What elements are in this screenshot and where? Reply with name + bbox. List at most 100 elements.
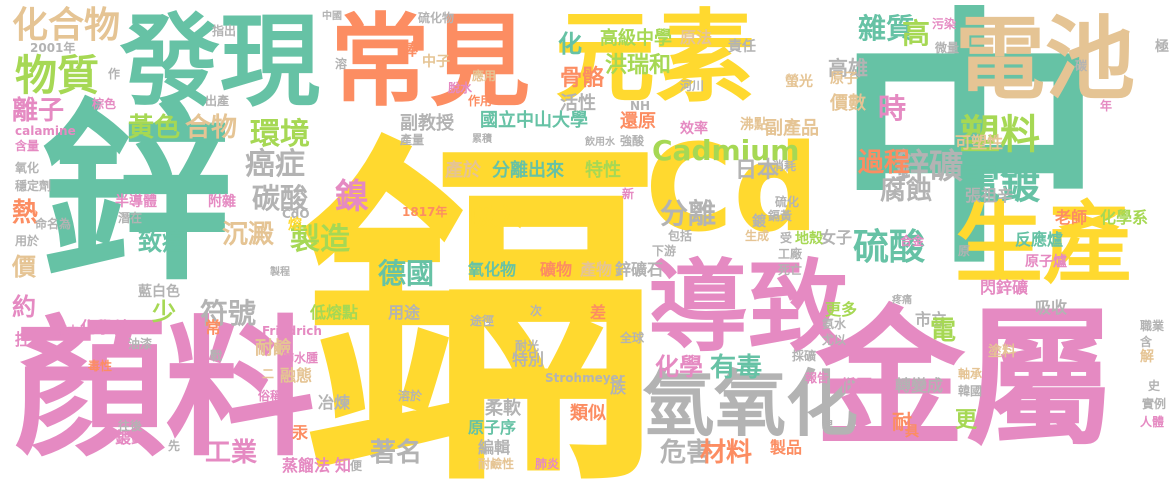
word: Strohmeyer [545, 371, 625, 385]
word: 副產品 [765, 118, 819, 139]
word: 穩定劑 [15, 179, 52, 193]
word: 中子 [422, 54, 450, 70]
word: 化 [558, 30, 582, 58]
word: 疼痛 [892, 295, 912, 306]
word: 常 [205, 318, 222, 337]
word: 副教授 [400, 113, 454, 134]
word: 著名 [370, 438, 423, 468]
word: 少 [152, 298, 176, 326]
word: 特性 [585, 160, 621, 181]
word: 融態 [280, 366, 313, 385]
word: 類似 [570, 403, 606, 424]
word: 極 [1155, 39, 1169, 55]
word: 柔軟 [485, 398, 521, 419]
word: 實例 [1142, 397, 1167, 411]
word: 差 [590, 303, 607, 322]
word: 熔 [288, 217, 302, 233]
word: 製造 [290, 222, 350, 257]
word: 族 [610, 378, 627, 397]
word: 飲用水 [585, 137, 615, 148]
word: 效率 [680, 121, 708, 137]
word: 蒸餾法 [282, 456, 331, 475]
word: 編輯 [478, 438, 511, 457]
word: 史 [1148, 379, 1161, 393]
word: 溶於 [398, 389, 423, 403]
word: 冶煉 [318, 393, 351, 412]
word: 中國 [322, 11, 342, 22]
word: 元素 [555, 0, 755, 116]
word: 油漆 [128, 337, 153, 351]
word: 出產 [205, 94, 230, 108]
word: 時 [878, 92, 907, 125]
word: 金屬 [815, 293, 1116, 467]
word: 新 [622, 187, 635, 201]
word: 低熔點 [310, 303, 359, 322]
word: 微量 [935, 41, 960, 55]
word: 2001年 [30, 41, 76, 55]
word: 高級中學 [600, 28, 672, 49]
word: 符號 [200, 297, 257, 330]
word: 產於 [445, 160, 481, 181]
word: 更多 [825, 300, 858, 319]
word: 往後 [118, 419, 143, 433]
word: 化合物 [12, 5, 121, 46]
word: 價 [12, 253, 36, 281]
word: CdO [282, 207, 310, 221]
word: 控制 [15, 330, 48, 349]
word: 熱 [12, 198, 39, 228]
word: 附雜 [208, 194, 236, 210]
word: 製程 [270, 267, 290, 278]
word: 電鍍 [960, 162, 1040, 208]
word: 藉由 [55, 324, 80, 338]
word: 約 [12, 293, 36, 321]
word: 棕色 [92, 97, 117, 111]
word: 鍍 [752, 214, 766, 230]
word: 氧化物 [468, 260, 517, 279]
word: 俗稱 [258, 389, 283, 403]
word: 雜質 [858, 12, 915, 45]
word: 化學 [655, 353, 703, 381]
word: 指出 [212, 24, 237, 38]
word: 可塑性 [955, 133, 1004, 152]
word: 污染 [932, 17, 957, 31]
word: 河川 [680, 79, 705, 93]
word: 潛在 [118, 211, 143, 225]
word: 死亡 [778, 263, 803, 277]
word: 原子序 [468, 418, 517, 437]
word: 工廠 [778, 247, 803, 261]
word: 溶 [335, 57, 348, 71]
word: 生產 [955, 192, 1132, 295]
word: 吸入 [470, 203, 523, 233]
word: 耐鹼 [255, 338, 291, 359]
word: 途徑 [470, 314, 495, 328]
word: 過程 [858, 148, 911, 178]
word: 老師 [1055, 208, 1088, 227]
word: 鎘 [300, 110, 660, 482]
word: 1817年 [402, 205, 448, 219]
word: 發現 [120, 3, 320, 120]
word: 累積 [472, 134, 492, 145]
word: 二 [262, 367, 275, 381]
word: 常見 [330, 3, 530, 120]
word: 塑料 [960, 112, 1040, 158]
word: 黃色 [128, 113, 181, 143]
word: 肺水腫 [282, 351, 319, 365]
word: 導致 [648, 249, 848, 366]
word: 鋅礦石 [615, 260, 664, 279]
word: 危害 [660, 438, 713, 468]
word: 碳 [1075, 59, 1088, 73]
word: 用於 [15, 234, 40, 248]
word: 韓國 [958, 384, 983, 398]
word: 便 [350, 459, 363, 473]
word: calamine [15, 124, 76, 138]
word: 氨水 [822, 317, 847, 331]
word: 消耗 [772, 159, 797, 173]
word: 汞 [292, 423, 309, 442]
word: 原子 [830, 71, 858, 87]
word: 原子爐 [1025, 254, 1067, 270]
word: 產量 [400, 133, 425, 147]
word: 次 [530, 304, 543, 318]
word: 硫化 [775, 195, 800, 209]
word: 棒 [402, 40, 419, 59]
